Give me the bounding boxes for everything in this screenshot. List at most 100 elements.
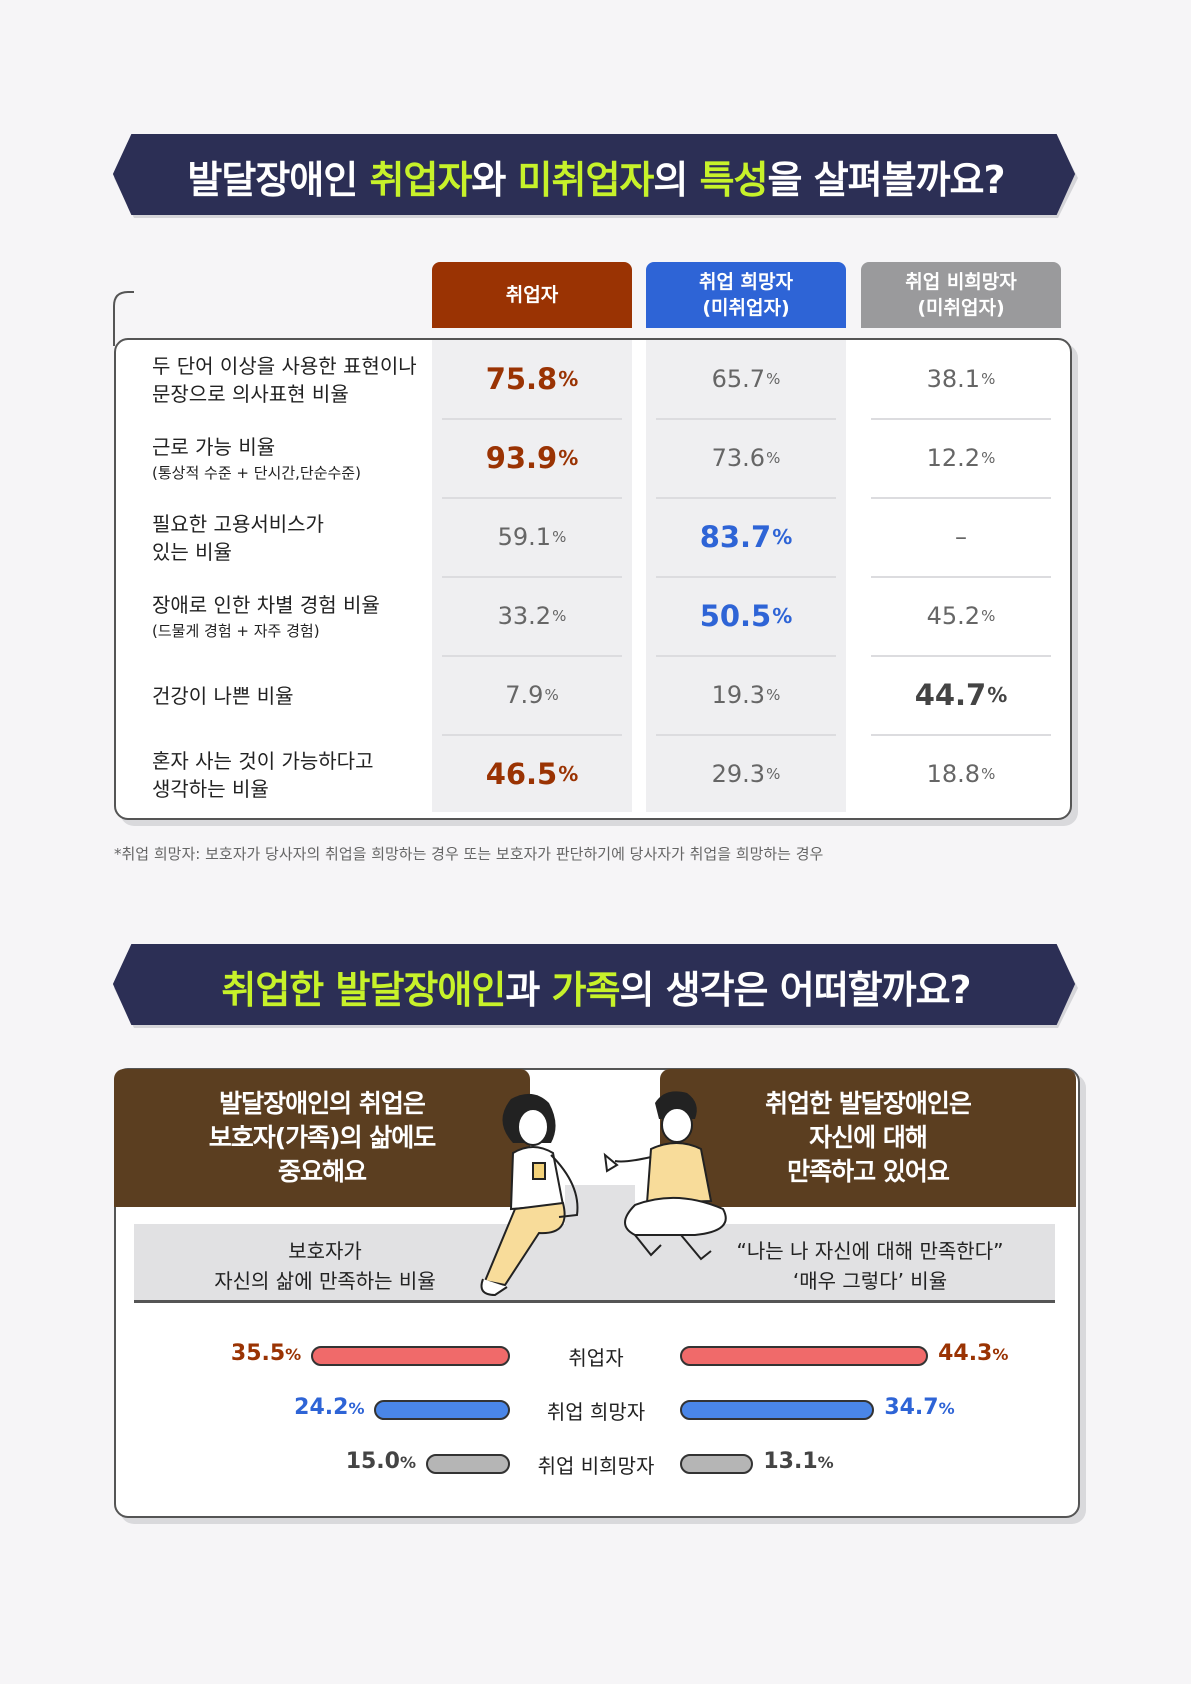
row-label-text: 생각하는 비율 xyxy=(152,776,269,801)
cell-unit: % xyxy=(981,449,996,467)
column-header-line1: 취업자 xyxy=(505,284,559,306)
cell-value: 38.1 xyxy=(926,365,981,393)
guardian-opinion-line: 중요해요 xyxy=(277,1157,367,1186)
bar-right xyxy=(680,1400,875,1420)
row-label-text: 두 단어 이상을 사용한 표현이나 xyxy=(152,353,417,378)
cell-unit: % xyxy=(981,607,996,625)
row-separator xyxy=(656,497,836,499)
scroll-curl-decoration xyxy=(113,291,134,346)
table-cell: 73.6% xyxy=(656,419,836,497)
table-cell: 29.3% xyxy=(656,735,836,813)
column-header-non-seeker: 취업 비희망자 (미취업자) xyxy=(861,262,1061,328)
title-text: 을 살펴볼까요? xyxy=(767,157,1006,202)
cell-unit: % xyxy=(772,604,793,628)
row-separator xyxy=(871,734,1051,736)
column-header-line2: (미취업자) xyxy=(917,297,1005,319)
table-cell: 44.7% xyxy=(871,656,1051,734)
cell-value: 44.7 xyxy=(914,678,987,712)
table-cell: 75.8% xyxy=(442,340,622,418)
cell-value: 7.9 xyxy=(505,681,544,709)
table-cell: 50.5% xyxy=(656,577,836,655)
cell-value: 50.5 xyxy=(699,599,772,633)
title-highlight: 가족 xyxy=(551,967,621,1012)
bar-left-value: 24.2% xyxy=(294,1395,365,1420)
title-highlight: 취업자 xyxy=(369,157,472,202)
footnote: *취업 희망자: 보호자가 당사자의 취업을 희망하는 경우 또는 보호자가 판… xyxy=(114,845,824,863)
row-label-text: 필요한 고용서비스가 xyxy=(152,511,324,536)
row-separator xyxy=(442,497,622,499)
cell-unit: % xyxy=(552,528,567,546)
table-cell: 45.2% xyxy=(871,577,1051,655)
bar-left xyxy=(374,1400,510,1420)
cell-value: 59.1 xyxy=(497,523,552,551)
cell-unit: % xyxy=(981,765,996,783)
table-cell: 83.7% xyxy=(656,498,836,576)
table-cell: 7.9% xyxy=(442,656,622,734)
category-label: 취업 희망자 xyxy=(546,1400,646,1424)
employee-opinion-line: 만족하고 있어요 xyxy=(787,1157,950,1186)
cell-value: 33.2 xyxy=(497,602,552,630)
row-label-text: 있는 비율 xyxy=(152,539,232,564)
employee-opinion-box: 취업한 발달장애인은 자신에 대해 만족하고 있어요 xyxy=(660,1069,1076,1207)
row-separator xyxy=(442,655,622,657)
title-text: 의 생각은 어떠할까요? xyxy=(619,967,971,1012)
cell-unit: % xyxy=(766,370,781,388)
employee-question: “나는 나 자신에 대해 만족한다” ‘매우 그렇다’ 비율 xyxy=(700,1236,1040,1296)
row-separator xyxy=(656,734,836,736)
employee-question-line: “나는 나 자신에 대해 만족한다” xyxy=(736,1239,1004,1263)
employee-opinion-line: 자신에 대해 xyxy=(809,1123,928,1152)
section2-title: 취업한 발달장애인 과 가족 의 생각은 어떠할까요? xyxy=(112,944,1080,1028)
bar-left xyxy=(311,1346,510,1366)
table-cell: 33.2% xyxy=(442,577,622,655)
row-label-text: 문장으로 의사표현 비율 xyxy=(152,381,349,406)
bar-left xyxy=(426,1454,510,1474)
column-header-line2: (미취업자) xyxy=(702,297,790,319)
row-label-note: (드물게 경험 + 자주 경험) xyxy=(152,621,320,640)
cell-unit: % xyxy=(766,686,781,704)
cell-unit: % xyxy=(766,449,781,467)
row-label-text: 혼자 사는 것이 가능하다고 xyxy=(152,748,374,773)
row-label-text: 근로 가능 비율 xyxy=(152,434,276,459)
section1-banner: 발달장애인 취업자 와 미취업자 의 특성 을 살펴볼까요? xyxy=(112,134,1080,218)
row-label: 근로 가능 비율 (통상적 수준 + 단시간,단순수준) xyxy=(152,433,422,485)
section1-title: 발달장애인 취업자 와 미취업자 의 특성 을 살펴볼까요? xyxy=(112,134,1080,218)
title-highlight: 취업한 발달장애인 xyxy=(221,967,506,1012)
row-separator xyxy=(871,655,1051,657)
guardian-question-line: 자신의 삶에 만족하는 비율 xyxy=(214,1269,436,1293)
table-cell: 46.5% xyxy=(442,735,622,813)
table-cell: 19.3% xyxy=(656,656,836,734)
bar-right-value: 13.1% xyxy=(763,1449,834,1474)
guardian-opinion-line: 발달장애인의 취업은 xyxy=(219,1089,426,1118)
table-cell: – xyxy=(871,498,1051,576)
row-separator xyxy=(442,576,622,578)
title-text: 과 xyxy=(505,967,552,1012)
row-label-note: (통상적 수준 + 단시간,단순수준) xyxy=(152,463,361,482)
cell-value: 93.9 xyxy=(485,441,558,475)
bar-left-value: 35.5% xyxy=(230,1341,302,1366)
employee-question-line: ‘매우 그렇다’ 비율 xyxy=(792,1269,948,1293)
title-highlight: 특성 xyxy=(699,157,769,202)
table-cell: 18.8% xyxy=(871,735,1051,813)
cell-value: 83.7 xyxy=(699,520,772,554)
title-text: 발달장애인 xyxy=(187,157,370,202)
cell-value: 46.5 xyxy=(485,757,558,791)
row-label-text: 장애로 인한 차별 경험 비율 xyxy=(152,592,380,617)
cell-unit: % xyxy=(987,683,1008,707)
table-cell: 38.1% xyxy=(871,340,1051,418)
row-label-text: 건강이 나쁜 비율 xyxy=(152,683,294,708)
guardian-opinion-box: 발달장애인의 취업은 보호자(가족)의 삶에도 중요해요 xyxy=(114,1069,530,1207)
section2-banner: 취업한 발달장애인 과 가족 의 생각은 어떠할까요? xyxy=(112,944,1080,1028)
bar-right xyxy=(680,1454,754,1474)
cell-unit: % xyxy=(558,762,579,786)
cell-unit: % xyxy=(766,765,781,783)
cell-unit: % xyxy=(544,686,559,704)
guardian-opinion-line: 보호자(가족)의 삶에도 xyxy=(208,1123,437,1152)
cell-value: 12.2 xyxy=(926,444,981,472)
title-text: 의 xyxy=(653,157,700,202)
row-separator xyxy=(871,576,1051,578)
title-text: 와 xyxy=(471,157,518,202)
table-cell: 12.2% xyxy=(871,419,1051,497)
people-illustration xyxy=(480,1091,727,1297)
